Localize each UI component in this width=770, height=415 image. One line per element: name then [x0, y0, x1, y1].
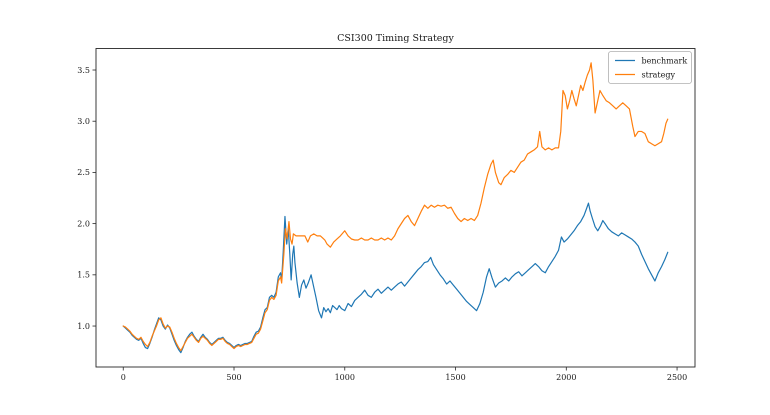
y-tick-label-1.5: 1.5	[77, 271, 90, 280]
strategy-line	[122, 62, 669, 352]
y-tick-label-3.5: 3.5	[77, 66, 90, 75]
x-tick-label-1500: 1500	[445, 373, 465, 382]
x-tick-label-1000: 1000	[335, 373, 355, 382]
x-tick-label-500: 500	[226, 373, 241, 382]
legend: benchmark strategy	[608, 51, 692, 84]
y-tick-label-2.0: 2.0	[77, 219, 90, 228]
y-tick-label-3.0: 3.0	[77, 117, 90, 126]
chart-title: CSI300 Timing Strategy	[337, 33, 454, 44]
benchmark-line	[122, 202, 669, 354]
legend-box	[608, 51, 692, 84]
legend-label-strategy: strategy	[642, 70, 676, 79]
y-tick-label-2.5: 2.5	[77, 168, 90, 177]
x-tick-label-0: 0	[121, 373, 126, 382]
x-tick-label-2500: 2500	[667, 373, 687, 382]
plot-frame	[95, 48, 696, 368]
legend-label-benchmark: benchmark	[642, 56, 688, 65]
plot-area: 0 500 1000 1500 2000 2500 1.0 1.5 2.0 2.5 3.0 3.5	[77, 48, 696, 382]
x-tick-label-2000: 2000	[556, 373, 576, 382]
y-tick-label-1.0: 1.0	[77, 322, 90, 331]
